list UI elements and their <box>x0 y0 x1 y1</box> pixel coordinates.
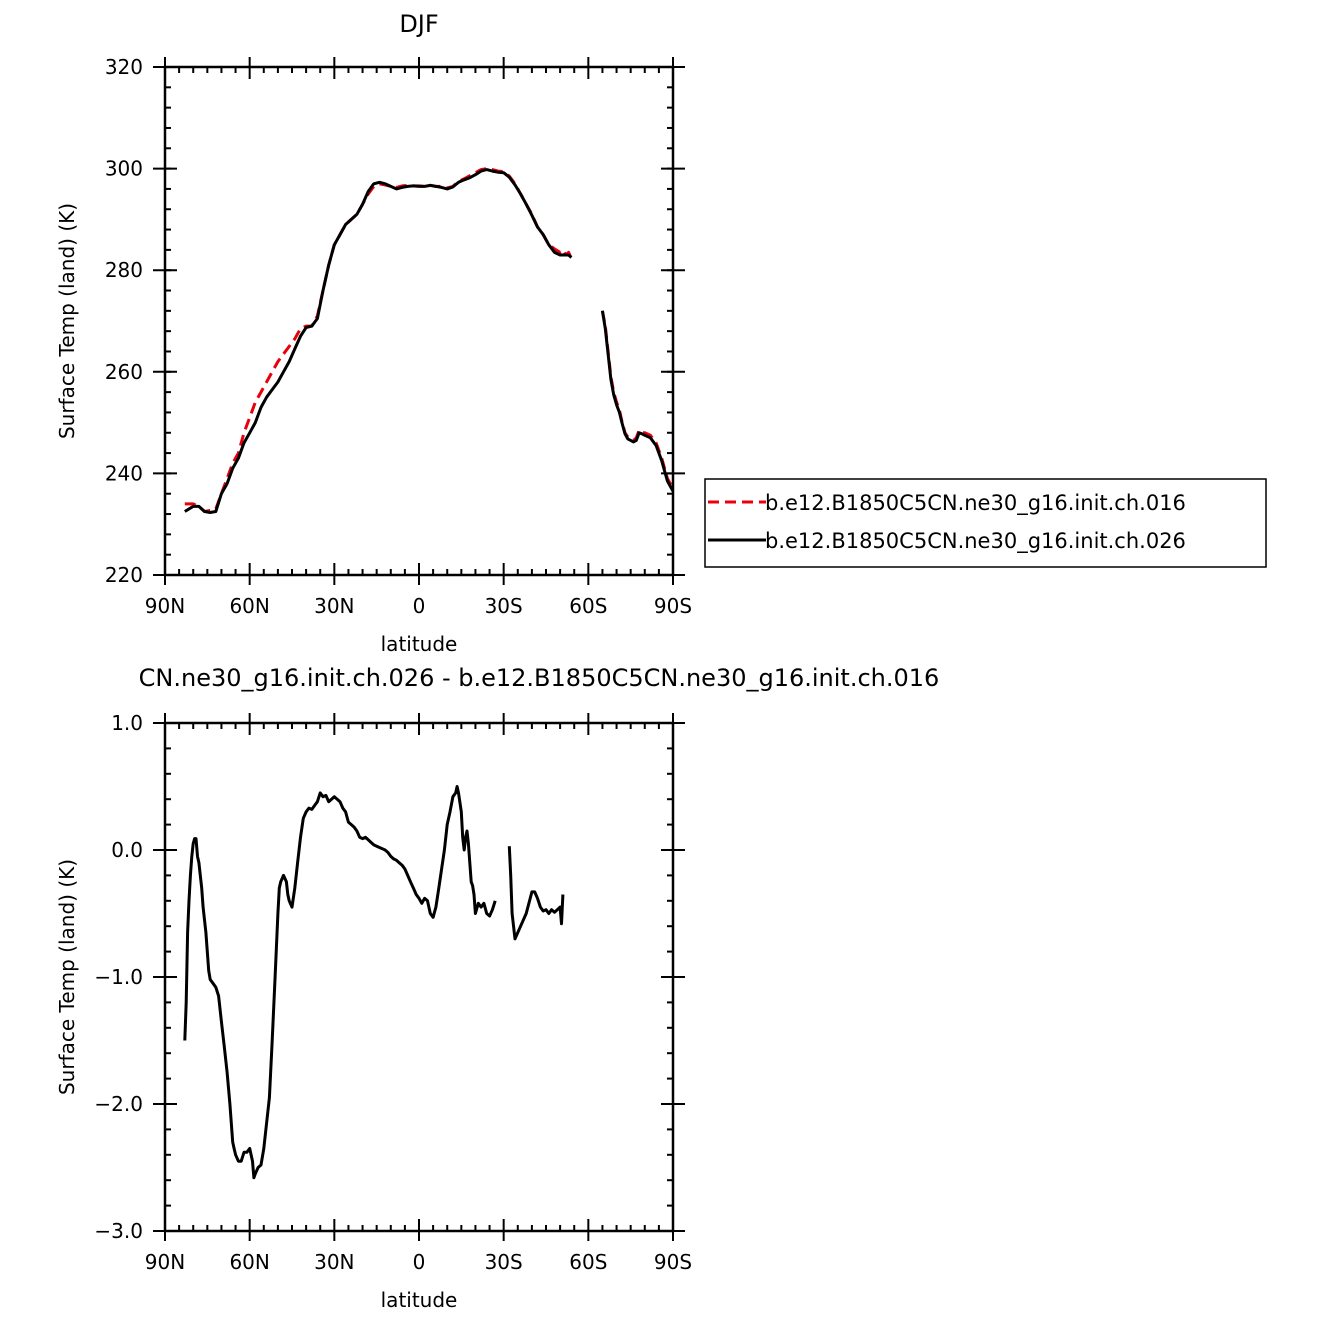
y-tick-label: 300 <box>105 157 143 181</box>
y-tick-label: 0.0 <box>111 838 143 862</box>
series-line-1-segment-0 <box>184 168 573 514</box>
y-tick-label: 260 <box>105 360 143 384</box>
y-tick-label: 280 <box>105 258 143 282</box>
bottom-panel-title: CN.ne30_g16.init.ch.026 - b.e12.B1850C5C… <box>139 664 940 692</box>
y-tick-label: 320 <box>105 55 143 79</box>
top-plot-frame <box>163 65 675 577</box>
bottom-y-axis-label: Surface Temp (land) (K) <box>55 859 79 1095</box>
legend-label-016: b.e12.B1850C5CN.ne30_g16.init.ch.016 <box>765 491 1186 516</box>
x-tick-label: 30S <box>485 1250 523 1274</box>
x-tick-label: 90S <box>654 1250 692 1274</box>
x-tick-label: 60N <box>229 594 269 618</box>
x-tick-label: 90S <box>654 594 692 618</box>
x-tick-label: 60S <box>569 1250 607 1274</box>
series-line-0-segment-0 <box>183 785 497 1180</box>
legend-label-026: b.e12.B1850C5CN.ne30_g16.init.ch.026 <box>765 529 1186 554</box>
x-tick-label: 0 <box>413 594 426 618</box>
top-panel-title: DJF <box>399 10 438 38</box>
x-tick-label: 30N <box>314 594 354 618</box>
y-tick-label: 240 <box>105 461 143 485</box>
legend: b.e12.B1850C5CN.ne30_g16.init.ch.016 b.e… <box>704 478 1267 568</box>
x-tick-label: 60S <box>569 594 607 618</box>
top-x-axis-label: latitude <box>381 632 458 656</box>
x-tick-label: 0 <box>413 1250 426 1274</box>
y-tick-label: 1.0 <box>111 711 143 735</box>
top-panel: DJF Surface Temp (land) (K) latitude 90N… <box>55 10 692 656</box>
bottom-ticks: 90N 60N 30N 0 30S 60S 90S −3.0 −2.0 −1.0 0.0 1.0 <box>94 711 692 1274</box>
bottom-x-axis-label: latitude <box>381 1288 458 1312</box>
x-tick-label: 30N <box>314 1250 354 1274</box>
series-line-0-segment-0 <box>184 167 573 513</box>
x-tick-label: 90N <box>145 1250 185 1274</box>
series-line-0-segment-1 <box>507 846 565 941</box>
top-ticks: 90N 60N 30N 0 30S 60S 90S 220 240 260 280 300 320 <box>105 55 692 618</box>
y-tick-label: −1.0 <box>94 965 143 989</box>
series-line-1-segment-1 <box>600 310 675 492</box>
y-tick-label: −2.0 <box>94 1092 143 1116</box>
bottom-panel: CN.ne30_g16.init.ch.026 - b.e12.B1850C5C… <box>55 664 939 1312</box>
y-tick-label: −3.0 <box>94 1219 143 1243</box>
x-tick-label: 30S <box>485 594 523 618</box>
x-tick-label: 90N <box>145 594 185 618</box>
bottom-plot-frame <box>163 721 675 1233</box>
top-series-lines <box>184 167 675 514</box>
top-y-axis-label: Surface Temp (land) (K) <box>55 203 79 439</box>
x-tick-label: 60N <box>229 1250 269 1274</box>
legend-box <box>704 478 1267 568</box>
bottom-series-lines <box>183 785 565 1180</box>
y-tick-label: 220 <box>105 563 143 587</box>
